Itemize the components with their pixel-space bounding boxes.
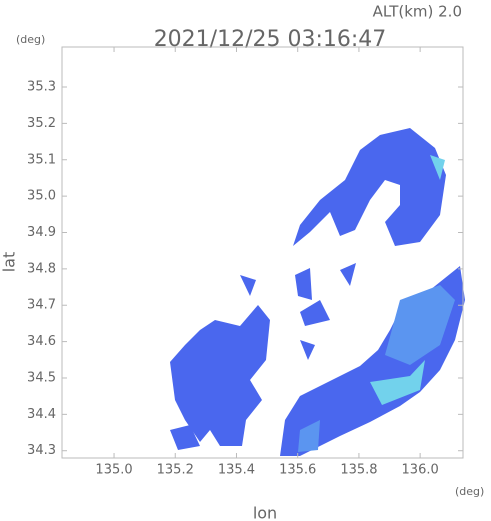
echo-region xyxy=(340,263,356,286)
x-tick-label: 136.0 xyxy=(402,463,439,478)
radar-echo xyxy=(170,128,465,456)
echo-region xyxy=(170,425,200,450)
y-tick-label: 34.7 xyxy=(27,298,56,313)
y-tick-label: 34.9 xyxy=(27,225,56,240)
echo-region xyxy=(240,275,256,296)
x-unit: (deg) xyxy=(455,485,484,498)
echo-region xyxy=(170,305,270,446)
altitude-label: ALT(km) 2.0 xyxy=(373,3,462,21)
x-tick-label: 135.2 xyxy=(157,463,194,478)
echo-region xyxy=(430,155,445,180)
y-unit: (deg) xyxy=(16,33,45,46)
y-tick-label: 35.1 xyxy=(27,152,56,167)
y-tick-label: 34.6 xyxy=(27,334,56,349)
echo-region xyxy=(293,128,446,246)
plot-frame xyxy=(61,46,464,459)
x-tick-label: 135.8 xyxy=(340,463,377,478)
x-axis-label: lon xyxy=(253,504,277,521)
chart-title: 2021/12/25 03:16:47 xyxy=(154,27,387,52)
y-tick-label: 34.5 xyxy=(27,370,56,385)
x-tick-label: 135.6 xyxy=(279,463,316,478)
y-axis-label: lat xyxy=(0,252,19,273)
echo-region xyxy=(385,285,455,365)
echo-region xyxy=(300,300,330,326)
y-tick-label: 35.0 xyxy=(27,189,56,204)
echo-region xyxy=(300,340,315,360)
x-tick-label: 135.0 xyxy=(95,463,132,478)
echo-region xyxy=(370,360,425,405)
y-tick-label: 34.3 xyxy=(27,443,56,458)
y-tick-label: 35.2 xyxy=(27,116,56,131)
y-tick-label: 34.8 xyxy=(27,261,56,276)
echo-region xyxy=(298,420,320,452)
y-tick-label: 34.4 xyxy=(27,407,56,422)
y-tick-label: 35.3 xyxy=(27,80,56,95)
x-tick-label: 135.4 xyxy=(218,463,255,478)
echo-region xyxy=(295,268,312,300)
